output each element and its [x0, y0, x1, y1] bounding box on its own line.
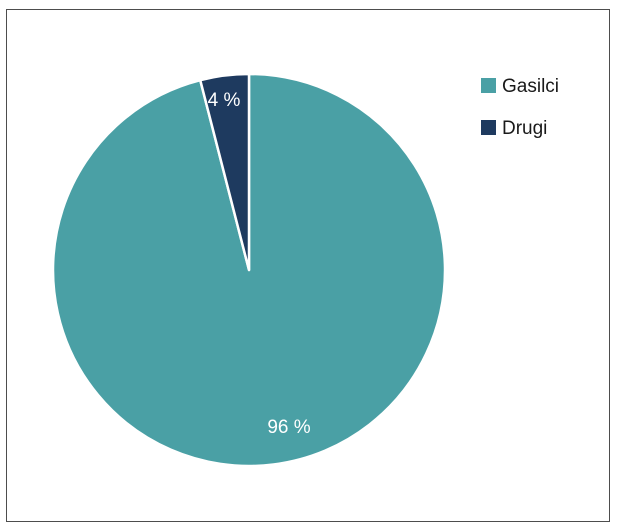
legend-swatch-gasilci [481, 78, 496, 93]
slice-label-gasilci: 96 % [267, 417, 310, 438]
slice-labels: 96 % 4 % [208, 90, 311, 438]
legend-label-gasilci: Gasilci [502, 76, 559, 97]
pie-slices [51, 72, 447, 468]
slice-label-drugi: 4 % [208, 90, 241, 111]
pie-slice-drugi [199, 72, 251, 272]
legend-label-drugi: Drugi [502, 118, 547, 139]
legend: Gasilci Drugi [481, 76, 559, 139]
legend-swatch-drugi [481, 120, 496, 135]
